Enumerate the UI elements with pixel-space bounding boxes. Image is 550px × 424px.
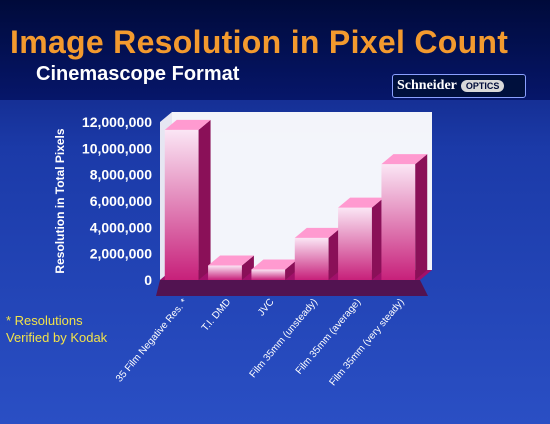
- bar: [251, 259, 298, 280]
- bar-top: [164, 119, 211, 130]
- y-tick-label: 12,000,000: [82, 114, 152, 130]
- bar: [208, 255, 254, 280]
- page-title: Image Resolution in Pixel Count: [10, 24, 509, 60]
- note-line-1: * Resolutions: [6, 313, 83, 328]
- y-tick-label: 10,000,000: [82, 140, 152, 156]
- bar-top: [294, 227, 341, 238]
- resolution-note: * Resolutions Verified by Kodak: [6, 312, 126, 346]
- bar-side: [415, 154, 428, 280]
- bar-front: [164, 129, 199, 280]
- bar-side: [371, 197, 384, 280]
- page-subtitle: Cinemascope Format: [36, 63, 240, 85]
- bar-side: [241, 255, 254, 280]
- bar-side: [198, 119, 211, 281]
- bar-front: [338, 207, 372, 280]
- bar-top: [251, 259, 298, 270]
- bar: [294, 227, 341, 280]
- bar-front: [208, 265, 242, 280]
- bar-front: [251, 269, 286, 280]
- logo-text: Schneider: [397, 78, 457, 93]
- chart-floor-edge: [156, 280, 428, 296]
- logo-tag: OPTICS: [460, 80, 505, 92]
- y-tick-label: 2,000,000: [90, 246, 152, 262]
- bar-top: [208, 255, 254, 266]
- y-tick-label: 8,000,000: [90, 167, 152, 183]
- bar: [381, 154, 428, 280]
- y-axis-label: Resolution in Total Pixels: [53, 128, 67, 273]
- x-category-label: Film 35mm (very steady): [327, 297, 406, 388]
- bar-side: [285, 259, 298, 280]
- bar-front: [381, 164, 416, 280]
- schneider-optics-logo: Schneider OPTICS: [392, 74, 526, 98]
- bar: [338, 197, 384, 280]
- bar-front: [294, 237, 329, 280]
- x-category-label: T.I. DMD: [200, 297, 233, 334]
- bar-side: [328, 227, 341, 280]
- bar: [164, 119, 211, 281]
- x-category-label: JVC: [256, 297, 277, 319]
- y-tick-label: 4,000,000: [90, 219, 152, 235]
- bar-top: [338, 197, 384, 208]
- y-tick-label: 6,000,000: [90, 193, 152, 209]
- y-tick-label: 0: [144, 272, 152, 288]
- note-line-2: Verified by Kodak: [6, 330, 108, 345]
- bar-top: [381, 154, 428, 165]
